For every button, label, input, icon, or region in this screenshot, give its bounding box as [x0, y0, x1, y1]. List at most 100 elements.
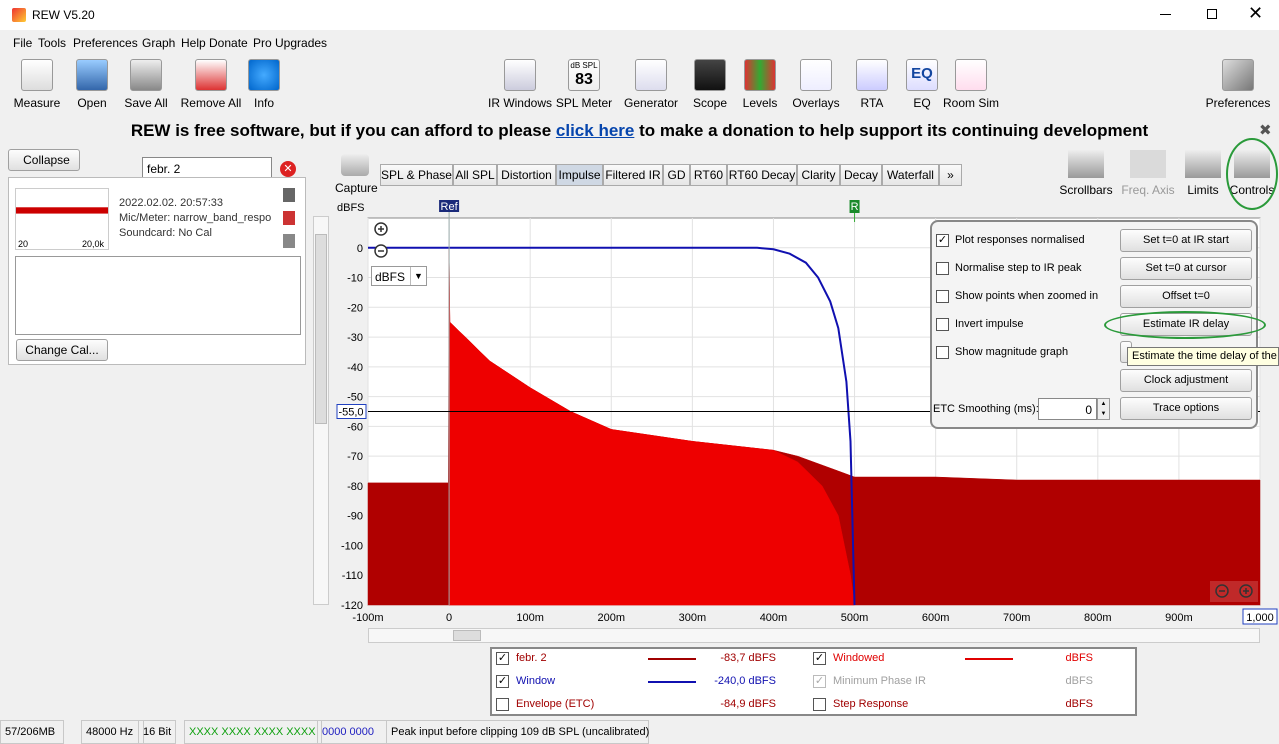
tool-label[interactable]: Overlays — [792, 96, 840, 110]
tool-label[interactable]: Room Sim — [942, 96, 999, 110]
control-checkbox[interactable] — [936, 262, 949, 275]
tool-label[interactable]: EQ — [913, 96, 931, 110]
tool-icon[interactable] — [1068, 150, 1104, 178]
control-checkbox[interactable] — [936, 346, 949, 359]
graph-tool-label[interactable]: Scrollbars — [1059, 183, 1113, 197]
control-button[interactable]: Trace options — [1120, 397, 1252, 420]
search-field[interactable]: febr. 2 — [142, 157, 272, 180]
control-button[interactable]: Set t=0 at IR start — [1120, 229, 1252, 252]
tool-label[interactable]: Remove All — [180, 96, 242, 110]
tool-icon[interactable] — [906, 59, 938, 91]
tool-label[interactable]: Measure — [13, 96, 61, 110]
legend-checkbox[interactable]: ✓ — [496, 675, 509, 688]
menu-item[interactable]: Donate — [209, 36, 248, 50]
tool-icon[interactable] — [744, 59, 776, 91]
control-checkbox[interactable] — [936, 290, 949, 303]
menu-item[interactable]: File — [13, 36, 33, 50]
tool-icon[interactable] — [504, 59, 536, 91]
collapse-button[interactable]: Collapse — [8, 149, 80, 171]
maximize[interactable] — [1207, 9, 1217, 19]
tool-label[interactable]: Info — [253, 96, 274, 110]
measurement-action[interactable] — [283, 188, 295, 202]
banner-close[interactable]: ✖ — [1259, 122, 1272, 139]
graph-tab[interactable]: Waterfall — [882, 164, 939, 186]
legend-name[interactable]: Window — [516, 675, 556, 687]
control-checkbox-label[interactable]: Normalise step to IR peak — [955, 262, 1082, 274]
control-checkbox-label[interactable]: Show points when zoomed in — [955, 290, 1099, 302]
graph-tool-label[interactable]: Freq. Axis — [1121, 183, 1175, 197]
graph-tab[interactable]: RT60 Decay — [727, 164, 797, 186]
h-scroll-thumb[interactable] — [453, 630, 481, 641]
graph-tool-label[interactable]: Limits — [1187, 183, 1219, 197]
capture-label[interactable]: Capture — [335, 181, 378, 195]
control-checkbox-label[interactable]: Show magnitude graph — [955, 346, 1069, 358]
tool-label[interactable]: Open — [77, 96, 107, 110]
menu-item[interactable]: Graph — [142, 36, 176, 50]
legend-name[interactable]: febr. 2 — [516, 652, 547, 664]
tool-label[interactable]: Levels — [742, 96, 778, 110]
unit-select[interactable]: dBFS — [371, 266, 427, 286]
tool-icon[interactable] — [248, 59, 280, 91]
tool-label[interactable]: Save All — [124, 96, 168, 110]
tool-label[interactable]: SPL Meter — [555, 96, 613, 110]
graph-tab[interactable]: Filtered IR — [603, 164, 663, 186]
control-button[interactable]: Offset t=0 — [1120, 285, 1252, 308]
legend-checkbox[interactable]: ✓ — [813, 675, 826, 688]
clear-search[interactable]: ✕ — [280, 161, 296, 177]
legend-name[interactable]: Windowed — [833, 652, 885, 664]
change-cal-button[interactable]: Change Cal... — [16, 339, 108, 361]
close[interactable]: ✕ — [1248, 3, 1264, 23]
tool-label[interactable]: Preferences — [1205, 96, 1271, 110]
legend-name[interactable]: Step Response — [833, 698, 909, 710]
h-scrollbar[interactable] — [368, 628, 1260, 643]
measurement-action[interactable] — [283, 211, 295, 225]
menu-item[interactable]: Tools — [38, 36, 67, 50]
control-checkbox[interactable]: ✓ — [936, 234, 949, 247]
scroll-thumb[interactable] — [315, 234, 327, 424]
capture-icon[interactable] — [341, 154, 369, 176]
tool-label[interactable]: Scope — [692, 96, 728, 110]
tool-label[interactable]: Generator — [623, 96, 679, 110]
tool-icon[interactable] — [1185, 150, 1221, 178]
tool-icon[interactable] — [76, 59, 108, 91]
control-checkbox-label[interactable]: Plot responses normalised — [955, 234, 1085, 246]
graph-tab[interactable]: Impulse — [556, 164, 603, 186]
tool-icon[interactable] — [800, 59, 832, 91]
tool-icon[interactable] — [955, 59, 987, 91]
control-checkbox[interactable] — [936, 318, 949, 331]
smoothing-spinner[interactable]: ▲ ▼ — [1097, 398, 1110, 420]
menu-item[interactable]: Preferences — [73, 36, 138, 50]
tool-icon[interactable] — [1130, 150, 1166, 178]
tool-label[interactable]: RTA — [860, 96, 884, 110]
graph-tab[interactable]: RT60 — [690, 164, 727, 186]
tool-label[interactable]: IR Windows — [487, 96, 552, 110]
control-button[interactable]: Clock adjustment — [1120, 369, 1252, 392]
legend-name[interactable]: Minimum Phase IR — [833, 675, 926, 687]
graph-tab[interactable]: SPL & Phase — [380, 164, 453, 186]
graph-tab[interactable]: All SPL — [453, 164, 497, 186]
tool-icon[interactable] — [1222, 59, 1254, 91]
graph-tab[interactable]: Clarity — [797, 164, 840, 186]
notes-box[interactable] — [15, 256, 301, 335]
control-checkbox-label[interactable]: Invert impulse — [955, 318, 1024, 330]
graph-tab[interactable]: GD — [663, 164, 690, 186]
control-button[interactable]: Set t=0 at cursor — [1120, 257, 1252, 280]
graph-tab[interactable]: » — [939, 164, 962, 186]
tool-icon[interactable] — [21, 59, 53, 91]
legend-checkbox[interactable] — [813, 698, 826, 711]
tool-icon[interactable] — [856, 59, 888, 91]
graph-tab[interactable]: Distortion — [497, 164, 556, 186]
smoothing-input[interactable]: 0 — [1038, 398, 1097, 420]
measurement-action[interactable] — [283, 234, 295, 248]
legend-checkbox[interactable]: ✓ — [813, 652, 826, 665]
unit-select-arrow[interactable]: ▼ — [410, 267, 426, 285]
tool-icon[interactable] — [635, 59, 667, 91]
minimize[interactable] — [1160, 14, 1171, 15]
legend-checkbox[interactable]: ✓ — [496, 652, 509, 665]
graph-tab[interactable]: Decay — [840, 164, 882, 186]
legend-name[interactable]: Envelope (ETC) — [516, 698, 595, 710]
tool-icon[interactable] — [195, 59, 227, 91]
tool-icon[interactable] — [568, 59, 600, 91]
tool-icon[interactable] — [694, 59, 726, 91]
tool-icon[interactable] — [130, 59, 162, 91]
